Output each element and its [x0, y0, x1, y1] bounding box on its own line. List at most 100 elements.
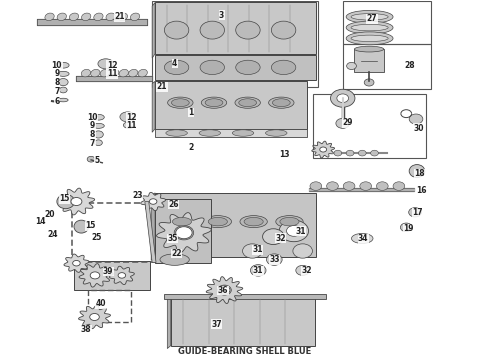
Ellipse shape — [334, 150, 342, 156]
Ellipse shape — [243, 244, 262, 258]
Ellipse shape — [164, 21, 189, 39]
Ellipse shape — [93, 123, 104, 129]
Text: 14: 14 — [35, 217, 46, 226]
Text: 35: 35 — [168, 234, 178, 243]
Ellipse shape — [276, 216, 303, 228]
Ellipse shape — [235, 97, 260, 108]
Text: 30: 30 — [413, 123, 424, 132]
Text: 6: 6 — [54, 97, 59, 106]
Ellipse shape — [91, 69, 100, 77]
Ellipse shape — [45, 13, 54, 21]
Polygon shape — [157, 213, 211, 253]
Text: 11: 11 — [126, 121, 137, 130]
Ellipse shape — [149, 199, 157, 204]
Ellipse shape — [351, 35, 388, 41]
Text: 34: 34 — [358, 234, 368, 243]
Ellipse shape — [279, 220, 309, 242]
Text: 17: 17 — [413, 208, 423, 217]
Text: 37: 37 — [211, 320, 222, 329]
Ellipse shape — [95, 140, 102, 145]
Ellipse shape — [360, 182, 371, 190]
Ellipse shape — [172, 99, 189, 107]
Ellipse shape — [337, 94, 348, 103]
Text: 23: 23 — [132, 190, 143, 199]
Ellipse shape — [201, 97, 227, 108]
Text: 27: 27 — [367, 14, 377, 23]
Text: 7: 7 — [54, 86, 60, 95]
Text: 10: 10 — [51, 61, 62, 70]
Text: 32: 32 — [275, 234, 286, 243]
Ellipse shape — [130, 13, 140, 21]
Ellipse shape — [128, 69, 138, 77]
Ellipse shape — [244, 217, 263, 226]
Text: 9: 9 — [90, 121, 95, 130]
Ellipse shape — [94, 131, 103, 138]
Text: 3: 3 — [219, 10, 224, 19]
Polygon shape — [206, 277, 243, 303]
FancyBboxPatch shape — [155, 193, 317, 257]
Ellipse shape — [200, 60, 224, 75]
FancyBboxPatch shape — [171, 297, 315, 346]
Ellipse shape — [409, 208, 421, 217]
Text: 13: 13 — [279, 150, 289, 159]
Text: 9: 9 — [54, 69, 59, 78]
Text: 16: 16 — [416, 186, 427, 195]
Ellipse shape — [166, 130, 187, 136]
Ellipse shape — [343, 182, 355, 190]
Text: 2: 2 — [189, 143, 194, 152]
Ellipse shape — [138, 69, 147, 77]
Ellipse shape — [351, 233, 373, 243]
Text: 5: 5 — [95, 156, 99, 165]
Text: 28: 28 — [405, 61, 416, 70]
Ellipse shape — [232, 130, 254, 136]
Ellipse shape — [200, 21, 224, 39]
Ellipse shape — [287, 226, 301, 236]
Text: 10: 10 — [87, 113, 98, 122]
Ellipse shape — [346, 21, 393, 34]
Text: 24: 24 — [48, 230, 58, 239]
Text: 26: 26 — [168, 200, 178, 209]
Text: 4: 4 — [172, 59, 177, 68]
Polygon shape — [141, 192, 166, 211]
FancyBboxPatch shape — [164, 294, 326, 299]
Polygon shape — [167, 297, 171, 348]
Ellipse shape — [98, 59, 114, 69]
FancyBboxPatch shape — [155, 129, 307, 137]
Ellipse shape — [199, 130, 221, 136]
Ellipse shape — [351, 24, 388, 31]
Ellipse shape — [239, 99, 257, 107]
Ellipse shape — [57, 194, 74, 209]
Ellipse shape — [393, 182, 405, 190]
Ellipse shape — [118, 273, 125, 278]
Text: 15: 15 — [59, 194, 70, 203]
Ellipse shape — [106, 13, 115, 21]
Ellipse shape — [293, 244, 313, 258]
Ellipse shape — [176, 227, 192, 239]
Text: 38: 38 — [81, 325, 92, 334]
Ellipse shape — [346, 32, 393, 45]
Ellipse shape — [296, 265, 310, 275]
Ellipse shape — [57, 71, 69, 76]
Ellipse shape — [331, 89, 355, 107]
Text: 12: 12 — [107, 61, 117, 70]
Text: 22: 22 — [172, 249, 182, 258]
Ellipse shape — [267, 254, 282, 265]
Ellipse shape — [250, 265, 266, 276]
Text: 21: 21 — [157, 82, 167, 91]
Ellipse shape — [271, 21, 296, 39]
Ellipse shape — [320, 147, 327, 152]
Ellipse shape — [376, 182, 388, 190]
Text: 31: 31 — [253, 266, 264, 275]
Ellipse shape — [168, 97, 193, 108]
Polygon shape — [78, 305, 110, 329]
Polygon shape — [312, 141, 335, 158]
Ellipse shape — [94, 13, 103, 21]
Ellipse shape — [409, 114, 423, 124]
Ellipse shape — [59, 87, 67, 93]
Ellipse shape — [164, 60, 189, 75]
Ellipse shape — [271, 60, 296, 75]
FancyBboxPatch shape — [74, 261, 150, 290]
Text: 15: 15 — [85, 221, 95, 230]
Ellipse shape — [327, 182, 338, 190]
Text: 25: 25 — [92, 233, 102, 242]
